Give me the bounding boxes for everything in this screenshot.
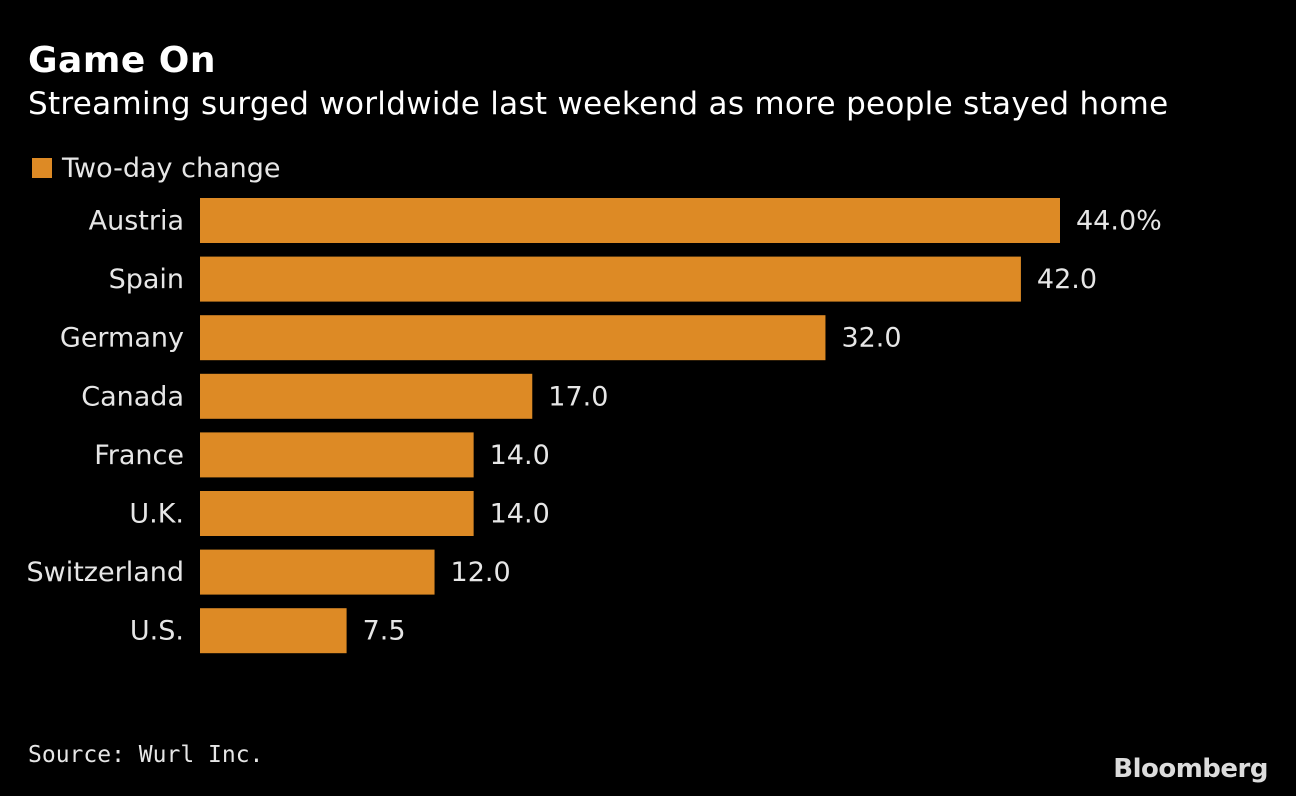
category-label: Switzerland [27, 557, 185, 588]
bar-spain [200, 256, 1021, 302]
legend-swatch [32, 158, 52, 178]
bar-germany [200, 315, 826, 361]
bar-canada [200, 373, 533, 419]
bloomberg-logo: Bloomberg [1113, 754, 1268, 784]
value-label: 12.0 [451, 557, 511, 588]
category-label: U.S. [130, 616, 184, 647]
bar-france [200, 432, 474, 478]
chart-subtitle: Streaming surged worldwide last weekend … [28, 86, 1169, 122]
value-label: 14.0 [490, 440, 550, 471]
value-label: 32.0 [841, 323, 901, 354]
category-label: France [94, 440, 184, 471]
value-label: 42.0 [1037, 264, 1097, 295]
category-label: Austria [89, 206, 184, 237]
chart-legend: Two-day change [32, 150, 280, 186]
bar-uk [200, 491, 474, 536]
bar-us [200, 608, 347, 654]
value-label: 7.5 [363, 616, 406, 647]
category-label: Spain [109, 264, 184, 295]
value-label: 14.0 [490, 499, 550, 530]
value-label: 44.0% [1076, 206, 1162, 237]
bar-chart: Austria 44.0% Spain 42.0 Germany 32.0 Canada 17… [27, 198, 1162, 654]
legend-label: Two-day change [62, 152, 281, 184]
category-label: Canada [81, 381, 184, 412]
bar-austria [200, 198, 1060, 243]
category-label: Germany [60, 323, 184, 354]
chart-title: Game On [28, 40, 217, 81]
category-label: U.K. [129, 499, 184, 530]
value-label: 17.0 [548, 381, 608, 412]
bar-switzerland [200, 549, 435, 595]
source-note: Source: Wurl Inc. [28, 742, 264, 768]
